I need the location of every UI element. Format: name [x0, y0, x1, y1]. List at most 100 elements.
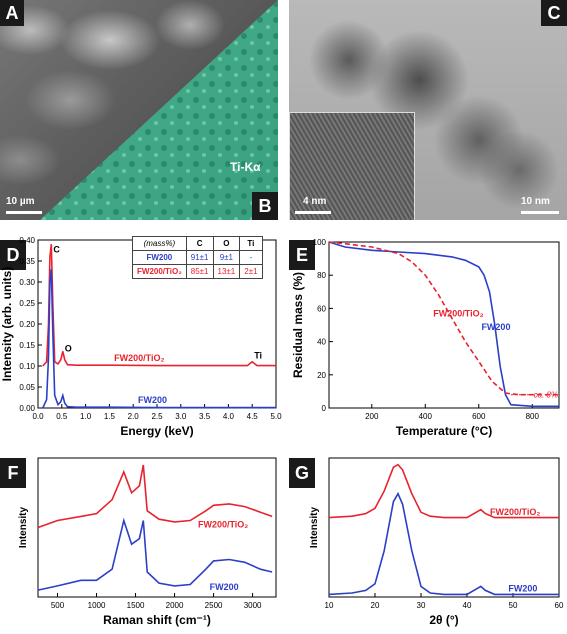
y-tick-label: 0.20	[19, 320, 35, 329]
table-cell: 91±1	[185, 250, 214, 265]
sem-edx-image: A B 10 µm Ti-Kα	[0, 0, 278, 220]
x-tick-label: 1.0	[80, 412, 92, 421]
series-label: FW200	[481, 322, 510, 332]
table-cell: 13±1	[212, 264, 241, 279]
peak-label: O	[65, 343, 72, 353]
y-tick-label: 0.40	[19, 236, 35, 245]
x-axis-label: Raman shift (cm⁻¹)	[103, 613, 211, 627]
x-tick-label: 4.0	[223, 412, 235, 421]
plot-frame	[328, 241, 560, 409]
scale-bar-a	[6, 211, 42, 214]
annotation-label: ca. 8%	[534, 391, 558, 400]
y-axis-label: Residual mass (%)	[291, 272, 305, 378]
table-cell: 9±1	[212, 250, 241, 265]
panel-letter-g: G	[289, 458, 315, 488]
x-tick-label: 400	[419, 412, 433, 421]
x-tick-label: 2.5	[151, 412, 163, 421]
panel-letter-c: C	[541, 0, 567, 26]
y-tick-label: 0.15	[19, 341, 35, 350]
series-line-b	[37, 517, 273, 591]
x-tick-label: 0.5	[56, 412, 68, 421]
chart-f-raman: 500 1000 1500 2000 2500 3000 Raman shift (cm⁻¹…	[18, 457, 277, 627]
x-tick-label: 2.0	[128, 412, 140, 421]
edx-overlay	[40, 0, 278, 220]
table-header-c: C	[185, 236, 214, 251]
table-header-ti: Ti	[239, 236, 263, 251]
x-tick-label: 3000	[244, 601, 262, 610]
y-tick-label: 20	[317, 371, 326, 380]
series-line-a	[42, 244, 276, 367]
series-label: FW200/TiO₂	[114, 353, 164, 363]
series-line-b	[328, 241, 559, 396]
series-line-a	[37, 464, 273, 529]
y-axis-label: Intensity	[309, 507, 320, 549]
x-axis-label: 2θ (°)	[429, 613, 458, 627]
x-tick-label: 500	[51, 601, 65, 610]
scale-bar-c	[521, 211, 559, 214]
x-tick-label: 10	[325, 601, 334, 610]
x-tick-label: 3.0	[175, 412, 187, 421]
table-row-fw200tio2-label: FW200/TiO₂	[132, 264, 187, 279]
x-tick-label: 2000	[166, 601, 184, 610]
table-cell: 2±1	[239, 264, 263, 279]
tem-inset	[289, 112, 415, 220]
element-label-ti: Ti-Kα	[230, 160, 261, 174]
series-line-a	[328, 463, 559, 519]
series-line-a	[328, 241, 559, 408]
y-tick-label: 0.00	[19, 404, 35, 413]
series-label: FW200	[138, 395, 167, 405]
series-label: FW200	[210, 582, 239, 592]
y-tick-label: 60	[317, 304, 326, 313]
x-tick-label: 600	[472, 412, 486, 421]
series-line-b	[42, 269, 276, 409]
x-tick-label: 4.5	[247, 412, 259, 421]
x-tick-label: 20	[371, 601, 380, 610]
table-row-fw200-label: FW200	[132, 250, 187, 265]
table-cell: -	[239, 250, 263, 265]
x-tick-label: 200	[365, 412, 379, 421]
series-label: FW200/TiO₂	[198, 520, 248, 530]
y-tick-label: 0.10	[19, 362, 35, 371]
y-axis-label: Intensity (arb. units)	[0, 267, 14, 382]
x-tick-label: 5.0	[270, 412, 282, 421]
series-line-b	[328, 491, 559, 596]
y-tick-label: 0.30	[19, 278, 35, 287]
table-cell: 85±1	[185, 264, 214, 279]
x-tick-label: 1.5	[104, 412, 116, 421]
x-tick-label: 40	[463, 601, 472, 610]
panel-letter-b: B	[252, 192, 278, 220]
x-tick-label: 30	[417, 601, 426, 610]
y-tick-label: 100	[313, 238, 327, 247]
x-tick-label: 60	[555, 601, 564, 610]
x-tick-label: 2500	[205, 601, 223, 610]
y-tick-label: 40	[317, 338, 326, 347]
series-label: FW200/TiO₂	[433, 309, 483, 319]
chart-e-tga: 200 400 600 800 0 20 40 60 80 100 Temperature (°C)…	[291, 238, 560, 438]
inset-scale-label: 4 nm	[303, 196, 327, 207]
table-header-o: O	[212, 236, 241, 251]
y-axis-label: Intensity	[18, 507, 29, 549]
panel-letter-f: F	[0, 458, 26, 488]
composition-table: (mass%) C O Ti FW200 91±1 9±1 - FW200/Ti…	[132, 236, 263, 279]
table-header-mass: (mass%)	[132, 236, 187, 251]
panel-letter-a: A	[0, 0, 24, 26]
y-tick-label: 0.05	[19, 383, 35, 392]
panel-letter-e: E	[289, 240, 315, 270]
series-label: FW200	[508, 584, 537, 594]
chart-d-eds: 0.0 0.5 1.0 1.5 2.0 2.5 3.0 3.5 4.0 4.5 5.0 0.00 0.0…	[0, 236, 282, 438]
x-tick-label: 1000	[88, 601, 106, 610]
chart-g-xrd: 10 20 30 40 50 60 2θ (°) Intensity FW200/TiO₂ FW2…	[309, 457, 564, 627]
x-tick-label: 800	[526, 412, 540, 421]
x-tick-label: 3.5	[199, 412, 211, 421]
y-tick-label: 0.25	[19, 299, 35, 308]
peak-label: Ti	[254, 350, 262, 360]
x-axis-label: Energy (keV)	[120, 424, 193, 438]
y-tick-label: 0.35	[19, 257, 35, 266]
plot-frame	[328, 457, 560, 598]
scale-label-a: 10 µm	[6, 196, 35, 207]
tem-image: C 4 nm 10 nm	[289, 0, 567, 220]
series-label: FW200/TiO₂	[490, 507, 540, 517]
inset-scale-bar	[295, 211, 331, 214]
x-tick-label: 1500	[127, 601, 145, 610]
y-tick-label: 0	[322, 404, 327, 413]
